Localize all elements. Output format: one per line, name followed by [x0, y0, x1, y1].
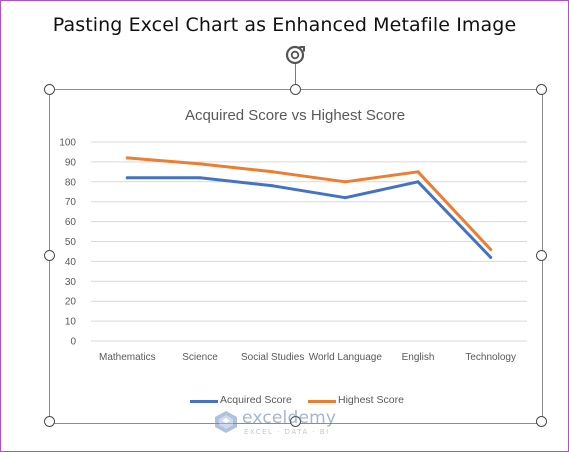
y-tick-label-100: 100	[59, 138, 76, 149]
series-line-acquired	[125, 176, 493, 259]
y-tick-label-90: 90	[65, 157, 77, 168]
y-tick-label-80: 80	[65, 177, 77, 188]
y-tick-label-20: 20	[65, 297, 77, 308]
resize-handle-bottom-right[interactable]	[536, 416, 547, 427]
resize-handle-bottom[interactable]	[290, 416, 301, 427]
data-point-highest	[489, 247, 493, 251]
x-tick-label: Technology	[465, 352, 516, 363]
data-point-acquired	[271, 184, 275, 188]
data-point-highest	[343, 180, 347, 184]
legend-line-highest	[308, 400, 336, 403]
data-point-acquired	[416, 180, 420, 184]
data-point-acquired	[489, 255, 493, 259]
data-point-highest	[271, 170, 275, 174]
exceldemy-logo-icon	[215, 411, 237, 433]
resize-handle-top-left[interactable]	[44, 84, 55, 95]
watermark-tagline: EXCEL · DATA · BI	[244, 428, 330, 436]
y-tick-label-50: 50	[65, 237, 77, 248]
resize-handle-top-right[interactable]	[536, 84, 547, 95]
rotate-handle-stem	[295, 64, 296, 89]
data-point-acquired	[343, 196, 347, 200]
x-tick-label: Social Studies	[241, 352, 304, 363]
legend-line-acquired	[190, 400, 218, 403]
y-axis-ticks: 0 10 20 30 40 50 60 70 80 90 100	[59, 138, 76, 348]
series-lines	[125, 156, 493, 259]
resize-handle-right[interactable]	[536, 250, 547, 261]
page-title: Pasting Excel Chart as Enhanced Metafile…	[52, 14, 517, 36]
y-tick-label-60: 60	[65, 217, 77, 228]
data-point-highest	[416, 170, 420, 174]
y-tick-label-0: 0	[70, 337, 76, 348]
x-tick-label: English	[402, 352, 435, 363]
legend-label-acquired: Acquired Score	[220, 394, 292, 406]
series-line-highest	[125, 156, 493, 251]
data-point-acquired	[198, 176, 202, 180]
data-point-highest	[198, 162, 202, 166]
x-tick-label: Mathematics	[99, 352, 156, 363]
exceldemy-watermark: exceldemy EXCEL · DATA · BI	[214, 407, 364, 441]
legend-label-highest: Highest Score	[338, 394, 404, 406]
x-tick-label: Science	[182, 352, 218, 363]
y-tick-label-10: 10	[65, 317, 77, 328]
chart-title: Acquired Score vs Highest Score	[185, 107, 405, 124]
resize-handle-top[interactable]	[290, 84, 301, 95]
gridlines	[91, 141, 527, 342]
watermark-name: exceldemy	[242, 408, 337, 428]
y-tick-label-40: 40	[65, 257, 77, 268]
resize-handle-left[interactable]	[44, 250, 55, 261]
x-tick-label: World Language	[309, 352, 383, 363]
rotate-handle-icon[interactable]	[284, 44, 306, 66]
x-axis-ticks: Mathematics Science Social Studies World La…	[99, 352, 516, 363]
y-tick-label-70: 70	[65, 197, 77, 208]
data-point-acquired	[125, 176, 129, 180]
resize-handle-bottom-left[interactable]	[44, 416, 55, 427]
y-tick-label-30: 30	[65, 277, 77, 288]
data-point-highest	[125, 156, 129, 160]
